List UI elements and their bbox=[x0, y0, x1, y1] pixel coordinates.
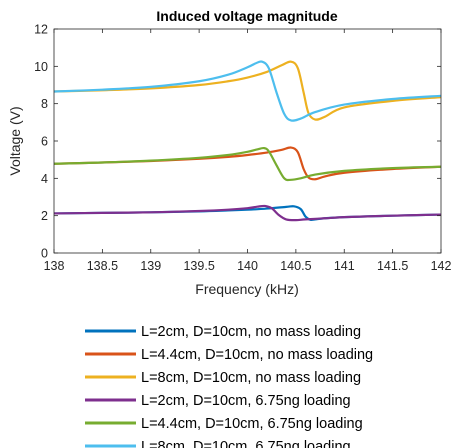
x-tick-label: 139 bbox=[140, 259, 161, 273]
y-axis-label: Voltage (V) bbox=[7, 106, 23, 175]
legend-label-6: L=8cm, D=10cm, 6.75ng loading bbox=[141, 439, 351, 448]
x-tick-label: 140 bbox=[237, 259, 258, 273]
series-line-4 bbox=[54, 204, 441, 222]
plot-area bbox=[54, 29, 441, 253]
legend-label-1: L=2cm, D=10cm, no mass loading bbox=[141, 324, 361, 340]
y-tick-label: 6 bbox=[41, 135, 48, 149]
plot-background bbox=[54, 29, 441, 253]
x-tick-label: 141 bbox=[334, 259, 355, 273]
y-tick-label: 8 bbox=[41, 97, 48, 111]
series-line-5 bbox=[54, 146, 441, 182]
y-tick-label: 2 bbox=[41, 209, 48, 223]
y-tick-label: 4 bbox=[41, 172, 48, 186]
x-tick-label: 138 bbox=[44, 259, 65, 273]
legend-label-5: L=4.4cm, D=10cm, 6.75ng loading bbox=[141, 416, 363, 432]
y-tick-label: 12 bbox=[34, 23, 48, 37]
chart-title: Induced voltage magnitude bbox=[156, 8, 337, 24]
x-tick-label: 141.5 bbox=[377, 259, 408, 273]
series-line-3 bbox=[54, 60, 441, 121]
x-tick-label: 138.5 bbox=[87, 259, 118, 273]
x-tick-label: 140.5 bbox=[280, 259, 311, 273]
x-axis-label: Frequency (kHz) bbox=[195, 281, 298, 297]
y-tick-label: 10 bbox=[34, 60, 48, 74]
series-line-6 bbox=[54, 60, 441, 122]
x-tick-label: 139.5 bbox=[183, 259, 214, 273]
axes: 138 138.5 139 139.5 140 140.5 141 141.5 142 0 2 4 6 8… bbox=[34, 23, 451, 274]
legend-label-4: L=2cm, D=10cm, 6.75ng loading bbox=[141, 393, 351, 409]
legend-label-2: L=4.4cm, D=10cm, no mass loading bbox=[141, 347, 373, 363]
x-tick-label: 142 bbox=[431, 259, 452, 273]
y-tick-label: 0 bbox=[41, 247, 48, 261]
legend-label-3: L=8cm, D=10cm, no mass loading bbox=[141, 370, 361, 386]
legend: L=2cm, D=10cm, no mass loading L=4.4cm, D… bbox=[85, 324, 373, 448]
